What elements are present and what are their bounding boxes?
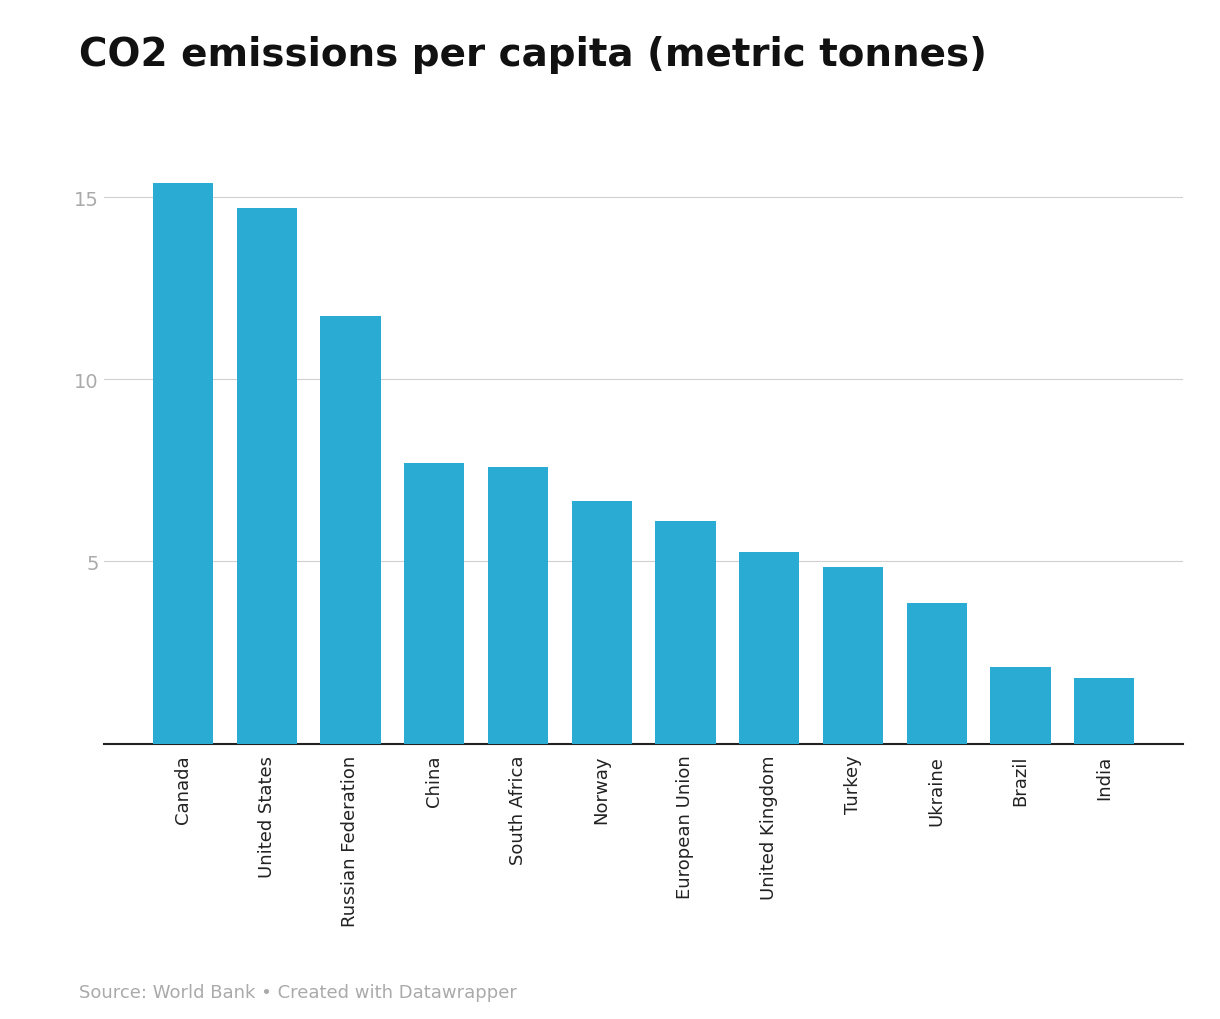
Bar	[906, 603, 966, 744]
Bar	[655, 522, 716, 744]
Bar	[1074, 679, 1135, 744]
Bar	[571, 502, 632, 744]
Bar	[404, 464, 465, 744]
Text: CO2 emissions per capita (metric tonnes): CO2 emissions per capita (metric tonnes)	[79, 36, 987, 73]
Text: Source: World Bank • Created with Datawrapper: Source: World Bank • Created with Datawr…	[79, 982, 517, 1001]
Bar	[152, 183, 214, 744]
Bar	[739, 552, 799, 744]
Bar	[321, 316, 381, 744]
Bar	[822, 568, 883, 744]
Bar	[991, 667, 1050, 744]
Bar	[488, 468, 548, 744]
Bar	[237, 209, 296, 744]
